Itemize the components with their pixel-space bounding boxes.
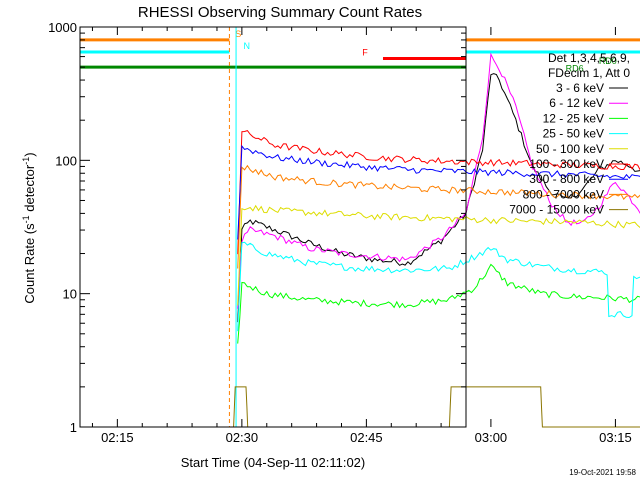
series-line-5 bbox=[237, 204, 640, 306]
y-tick-label-3: 100 bbox=[55, 153, 77, 168]
series-line-6 bbox=[237, 130, 640, 255]
x-tick-label-1: 02:15 bbox=[101, 430, 134, 445]
series-line-1 bbox=[237, 73, 640, 323]
mode-bar-label-5: RD6 bbox=[566, 64, 584, 74]
x-tick-label-5: 03:15 bbox=[599, 430, 632, 445]
legend-header-line-2: FDecim 1, Att 0 bbox=[548, 66, 630, 80]
legend-label-6: 100 - 300 keV bbox=[529, 157, 604, 171]
mode-bar-label-1: S bbox=[235, 29, 241, 39]
series-line-9 bbox=[233, 386, 640, 428]
x-axis-label: Start Time (04-Sep-11 02:11:02) bbox=[181, 455, 366, 470]
y-label-mid: detector bbox=[22, 164, 37, 215]
mode-bars: SN F RD0 RD6 bbox=[80, 29, 640, 74]
x-tick-label-2: 02:30 bbox=[226, 430, 259, 445]
y-tick-label-4: 1000 bbox=[48, 20, 77, 35]
legend-label-9: 7000 - 15000 keV bbox=[509, 203, 604, 217]
y-label-main: Count Rate (s bbox=[22, 223, 37, 304]
y-tick-label-1: 1 bbox=[70, 420, 77, 435]
legend: Det 1,3,4,5,6,9, FDecim 1, Att 0 3 - 6 k… bbox=[509, 51, 630, 217]
x-tick-label-3: 02:45 bbox=[350, 430, 383, 445]
series-line-7 bbox=[237, 144, 640, 240]
legend-label-3: 12 - 25 keV bbox=[543, 111, 604, 125]
x-tick-label-4: 03:00 bbox=[475, 430, 508, 445]
timestamp: 19-Oct-2021 19:58 bbox=[569, 468, 636, 477]
legend-label-5: 50 - 100 keV bbox=[536, 142, 604, 156]
plot-frame bbox=[79, 26, 467, 428]
legend-label-7: 300 - 800 keV bbox=[529, 172, 604, 186]
legend-label-4: 25 - 50 keV bbox=[543, 127, 604, 141]
y-axis-label: Count Rate (s-1 detector-1) bbox=[21, 152, 37, 303]
mode-bar-label-3: F bbox=[362, 48, 368, 58]
mode-bar-label-4: RD0 bbox=[599, 56, 617, 66]
series-line-4 bbox=[237, 241, 640, 332]
mode-bar-label-2: N bbox=[244, 41, 251, 51]
chart-title: RHESSI Observing Summary Count Rates bbox=[138, 4, 422, 21]
y-tick-label-2: 10 bbox=[63, 287, 77, 302]
legend-label-1: 3 - 6 keV bbox=[556, 81, 604, 95]
series-line-8 bbox=[237, 164, 640, 269]
legend-label-2: 6 - 12 keV bbox=[549, 96, 604, 110]
y-label-exp-2: -1 bbox=[21, 157, 31, 165]
series-line-2 bbox=[237, 52, 640, 309]
y-label-end: ) bbox=[22, 152, 37, 156]
y-label-exp-1: -1 bbox=[21, 215, 31, 223]
vertical-markers bbox=[228, 27, 237, 427]
legend-label-8: 800 - 7000 keV bbox=[523, 187, 604, 201]
y-axis: 1 10 100 1000 bbox=[48, 20, 466, 435]
legend-header-line-1: Det 1,3,4,5,6,9, bbox=[548, 51, 630, 65]
series-line-3 bbox=[237, 263, 640, 344]
